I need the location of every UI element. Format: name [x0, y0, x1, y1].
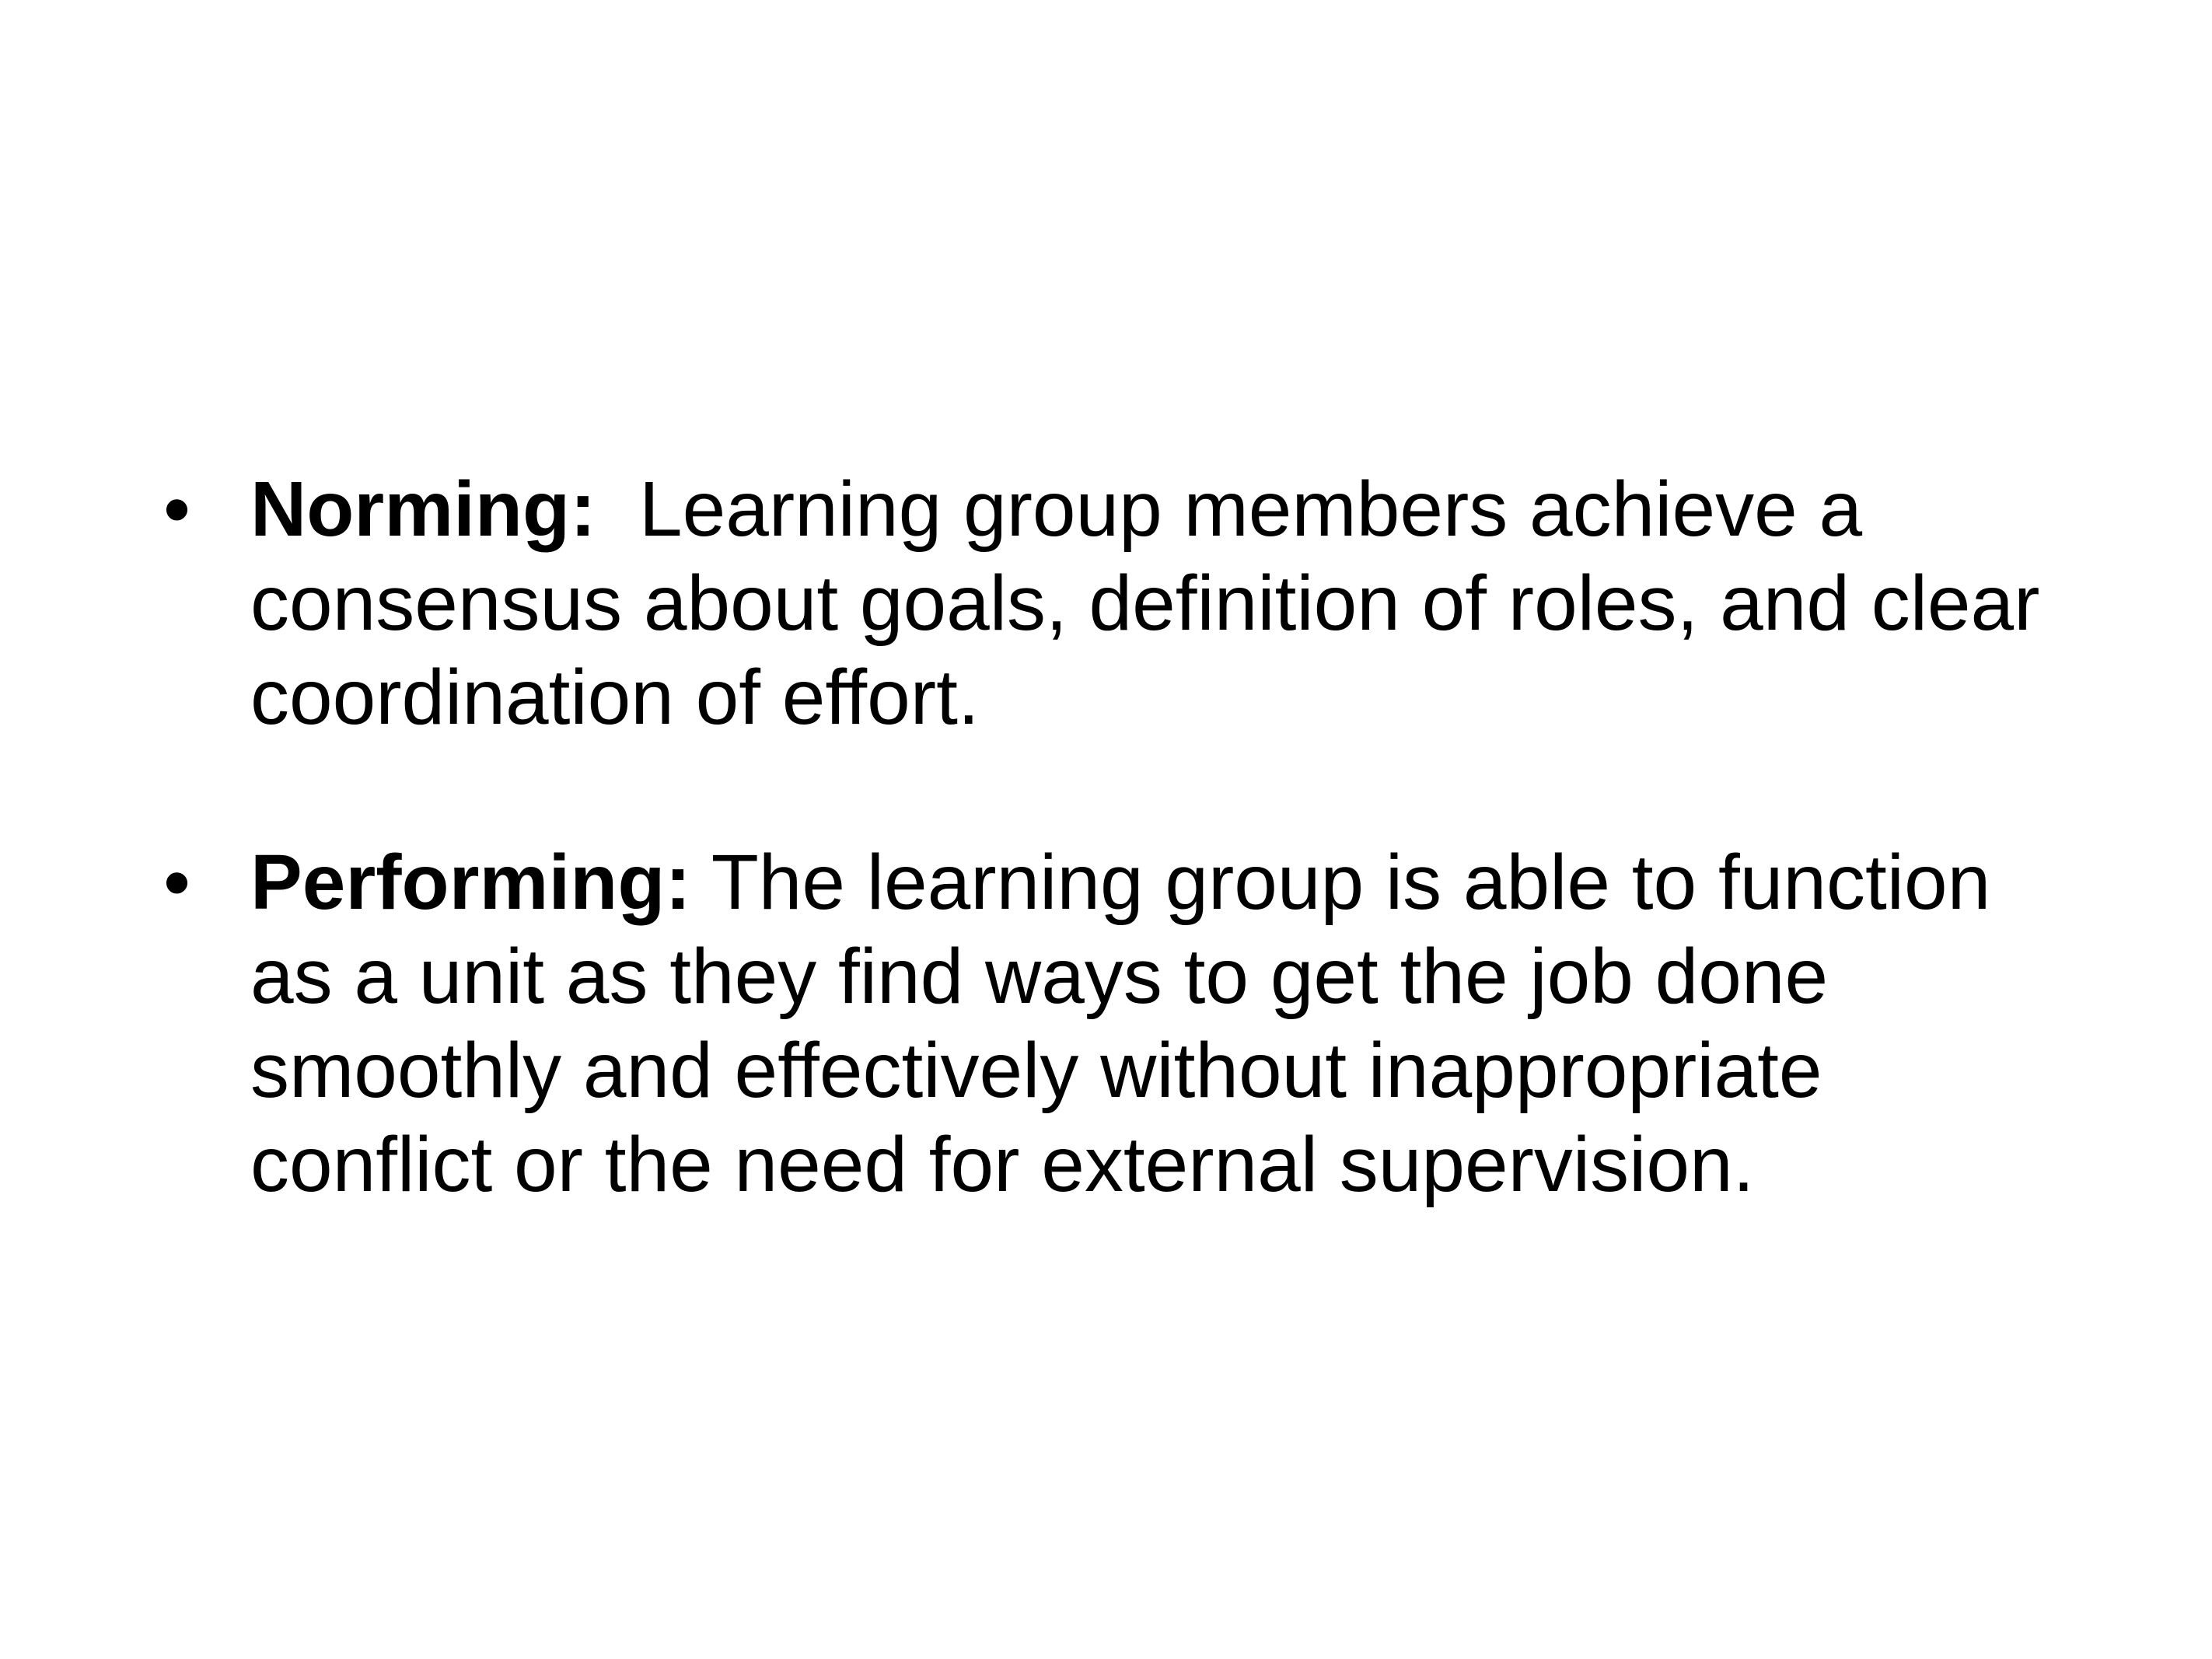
bullet-text: Learning group members achieve a consens…	[250, 466, 2040, 741]
bullet-separator	[596, 466, 639, 553]
bullet-separator	[691, 839, 711, 926]
bullet-list: • Norming: Learning group members achiev…	[163, 463, 2068, 1212]
bullet-item-performing: • Performing: The learning group is able…	[163, 836, 2068, 1212]
bullet-marker: •	[163, 466, 191, 553]
bullet-term: Norming:	[250, 466, 596, 553]
bullet-term: Performing:	[250, 839, 691, 926]
bullet-item-norming: • Norming: Learning group members achiev…	[163, 463, 2068, 745]
bullet-text: The learning group is able to function a…	[250, 839, 1991, 1208]
bullet-marker: •	[163, 839, 191, 926]
